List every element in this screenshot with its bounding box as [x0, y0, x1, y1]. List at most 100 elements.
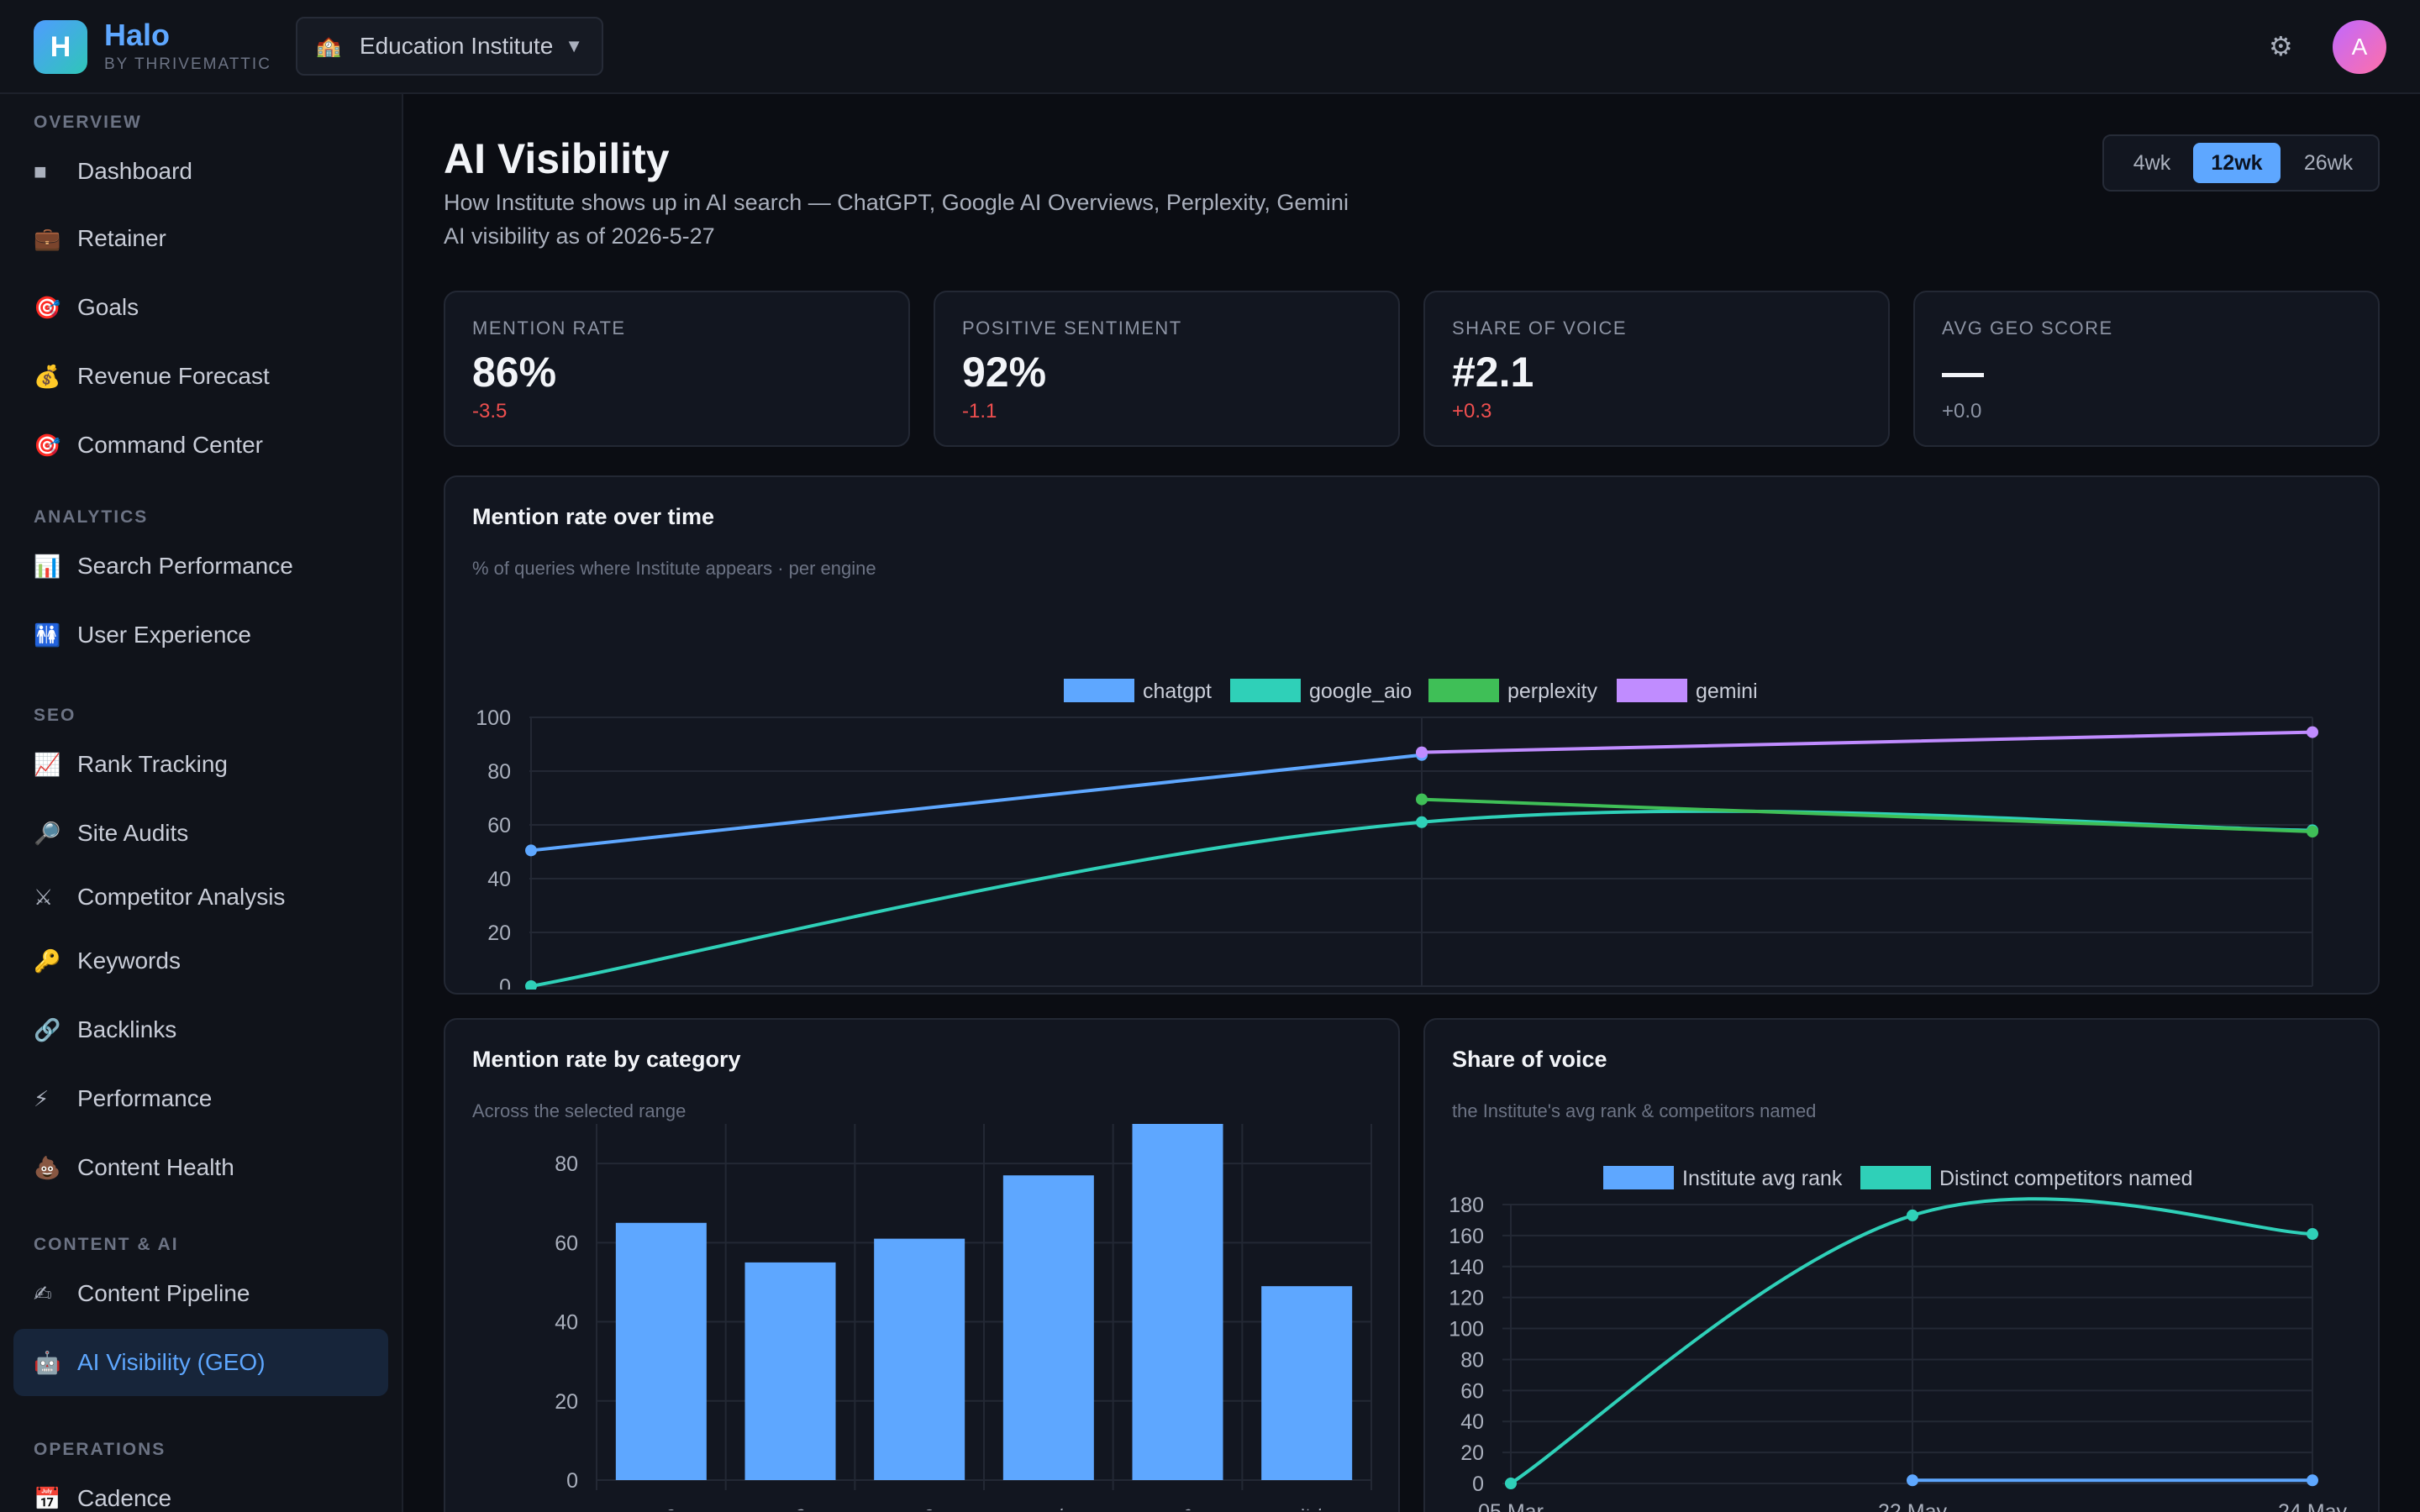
sidebar-item-backlinks[interactable]: 🔗 Backlinks — [13, 996, 388, 1063]
kpi-delta: -3.5 — [472, 400, 508, 423]
y-tick-label: 60 — [487, 814, 511, 837]
mention-rate-bar-chart: 020406080admissions_guidancecareer_outco… — [486, 1124, 1372, 1510]
sidebar-item-revenue-forecast[interactable]: 💰 Revenue Forecast — [13, 343, 388, 410]
series-line-chatgpt — [530, 753, 1423, 853]
organization-select[interactable]: 🏫 Education Institute ▼ — [296, 17, 603, 76]
sidebar-item-search-performance[interactable]: 📊 Search Performance — [13, 533, 388, 600]
y-tick-label: 20 — [555, 1390, 578, 1414]
x-tick-label: reputation — [1103, 1502, 1196, 1510]
y-tick-label: 100 — [1449, 1318, 1484, 1341]
range-selector: 4wk 12wk 26wk — [2102, 134, 2380, 192]
legend-swatch — [1603, 1166, 1674, 1189]
kpi-card-positive-sentiment: POSITIVE SENTIMENT 92% -1.1 — [934, 291, 1400, 447]
sidebar-item-content-health[interactable]: 💩 Content Health — [13, 1134, 388, 1201]
bar-chart-icon: 📊 — [34, 553, 61, 579]
kpi-value: 92% — [962, 349, 1047, 396]
sidebar-item-label: User Experience — [77, 622, 251, 648]
gear-icon[interactable]: ⚙ — [2269, 31, 2293, 61]
sidebar-item-competitor-analysis[interactable]: ⚔ Competitor Analysis — [13, 864, 388, 931]
bar-competitive-landscape — [874, 1238, 965, 1480]
share-of-voice-line-chart: 0 20 40 60 80 100 120 140 160 180 05 Mar 22 May 24 M… — [1449, 1166, 2347, 1512]
sidebar-item-label: Competitor Analysis — [77, 884, 286, 910]
x-tick-label: 22 May — [1878, 1500, 1947, 1512]
kpi-label: AVG GEO SCORE — [1942, 318, 2113, 339]
legend-label: gemini — [1696, 680, 1758, 703]
card-subtitle: Across the selected range — [472, 1100, 687, 1121]
y-tick-label: 20 — [1460, 1441, 1484, 1465]
sidebar-item-site-audits[interactable]: 🔎 Site Audits — [13, 800, 388, 867]
x-tick-label: 05 Mar — [1478, 1500, 1544, 1512]
card-subtitle: the Institute's avg rank & competitors n… — [1452, 1100, 1817, 1121]
sidebar-item-label: Revenue Forecast — [77, 363, 270, 389]
data-point — [2307, 726, 2318, 738]
data-point — [1907, 1474, 1918, 1487]
trend-chart-icon: 📈 — [34, 751, 61, 777]
link-icon: 🔗 — [34, 1016, 61, 1042]
y-tick-label: 120 — [1449, 1287, 1484, 1310]
range-26wk-button[interactable]: 26wk — [2303, 150, 2354, 175]
brand-subtitle: BY THRIVEMATTIC — [104, 55, 271, 73]
legend-swatch — [1428, 679, 1499, 702]
legend-label: Distinct competitors named — [1939, 1167, 2193, 1190]
range-12wk-button[interactable]: 12wk — [2193, 143, 2281, 183]
sidebar-item-user-experience[interactable]: 🚻 User Experience — [13, 601, 388, 669]
avatar[interactable]: A — [2333, 20, 2386, 74]
range-4wk-button[interactable]: 4wk — [2133, 150, 2171, 175]
building-icon: 🏫 — [316, 34, 341, 58]
page-title: AI Visibility — [444, 135, 670, 182]
sidebar-item-cadence[interactable]: 📅 Cadence — [13, 1465, 388, 1512]
brand: Halo BY THRIVEMATTIC — [104, 18, 271, 74]
briefcase-icon: 💼 — [34, 225, 61, 251]
calendar-icon: 📅 — [34, 1485, 61, 1511]
sidebar-section-label: SEO — [34, 706, 76, 725]
y-tick-label: 0 — [1472, 1473, 1484, 1496]
series-line-perplexity — [1421, 797, 2313, 833]
y-tick-label: 20 — [487, 921, 511, 945]
sidebar-item-dashboard[interactable]: ■ Dashboard — [13, 138, 388, 205]
sidebar-item-keywords[interactable]: 🔑 Keywords — [13, 927, 388, 995]
kpi-delta: +0.0 — [1942, 400, 1982, 423]
bar-reputation — [1132, 1124, 1223, 1480]
sidebar-item-label: Content Health — [77, 1154, 234, 1180]
sidebar-item-label: Goals — [77, 294, 139, 320]
brand-name: Halo — [104, 18, 171, 52]
writing-hand-icon: ✍ — [34, 1280, 52, 1306]
logo-icon[interactable]: H — [34, 20, 87, 74]
bar-research-faculty — [1261, 1286, 1353, 1480]
x-tick-label: 24 May — [2278, 1500, 2347, 1512]
y-tick-label: 40 — [555, 1311, 578, 1335]
bar-admissions-guidance — [615, 1222, 707, 1480]
y-tick-label: 40 — [1460, 1410, 1484, 1434]
y-tick-label: 80 — [1460, 1348, 1484, 1372]
data-point — [525, 980, 537, 990]
y-tick-label: 160 — [1449, 1225, 1484, 1248]
legend-label: Institute avg rank — [1682, 1167, 1843, 1190]
data-point — [1907, 1209, 1918, 1221]
sidebar-item-retainer[interactable]: 💼 Retainer — [13, 205, 388, 272]
organization-name: Education Institute — [359, 33, 554, 59]
robot-icon: 🤖 — [34, 1349, 61, 1375]
sidebar-item-content-pipeline[interactable]: ✍ Content Pipeline — [13, 1260, 388, 1327]
bar-career-outcomes — [744, 1262, 836, 1480]
sidebar-item-goals[interactable]: 🎯 Goals — [13, 274, 388, 341]
kpi-label: POSITIVE SENTIMENT — [962, 318, 1182, 339]
mention-rate-over-time-card: Mention rate over time % of queries wher… — [444, 475, 2380, 995]
key-icon: 🔑 — [34, 948, 61, 974]
sidebar-item-ai-visibility-geo[interactable]: 🤖 AI Visibility (GEO) — [13, 1329, 388, 1396]
magnifier-icon: 🔎 — [34, 820, 61, 846]
sidebar-item-label: Content Pipeline — [77, 1280, 250, 1306]
y-tick-label: 0 — [499, 975, 511, 990]
kpi-card-mention-rate: MENTION RATE 86% -3.5 — [444, 291, 910, 447]
page-subtitle: How Institute shows up in AI search — Ch… — [444, 190, 1349, 215]
sidebar-item-performance[interactable]: ⚡ Performance — [13, 1065, 388, 1132]
sidebar-item-label: Search Performance — [77, 553, 293, 579]
as-of-date: AI visibility as of 2026-5-27 — [444, 223, 715, 249]
sidebar-item-label: Cadence — [77, 1485, 172, 1511]
sidebar-item-label: Command Center — [77, 432, 263, 458]
card-title: Share of voice — [1452, 1047, 1607, 1072]
bar-programme-discovery — [1002, 1175, 1094, 1480]
sidebar-item-rank-tracking[interactable]: 📈 Rank Tracking — [13, 731, 388, 798]
sidebar-item-label: Performance — [77, 1085, 213, 1111]
top-bar: H Halo BY THRIVEMATTIC 🏫 Education Insti… — [0, 0, 2420, 94]
sidebar-item-command-center[interactable]: 🎯 Command Center — [13, 412, 388, 479]
